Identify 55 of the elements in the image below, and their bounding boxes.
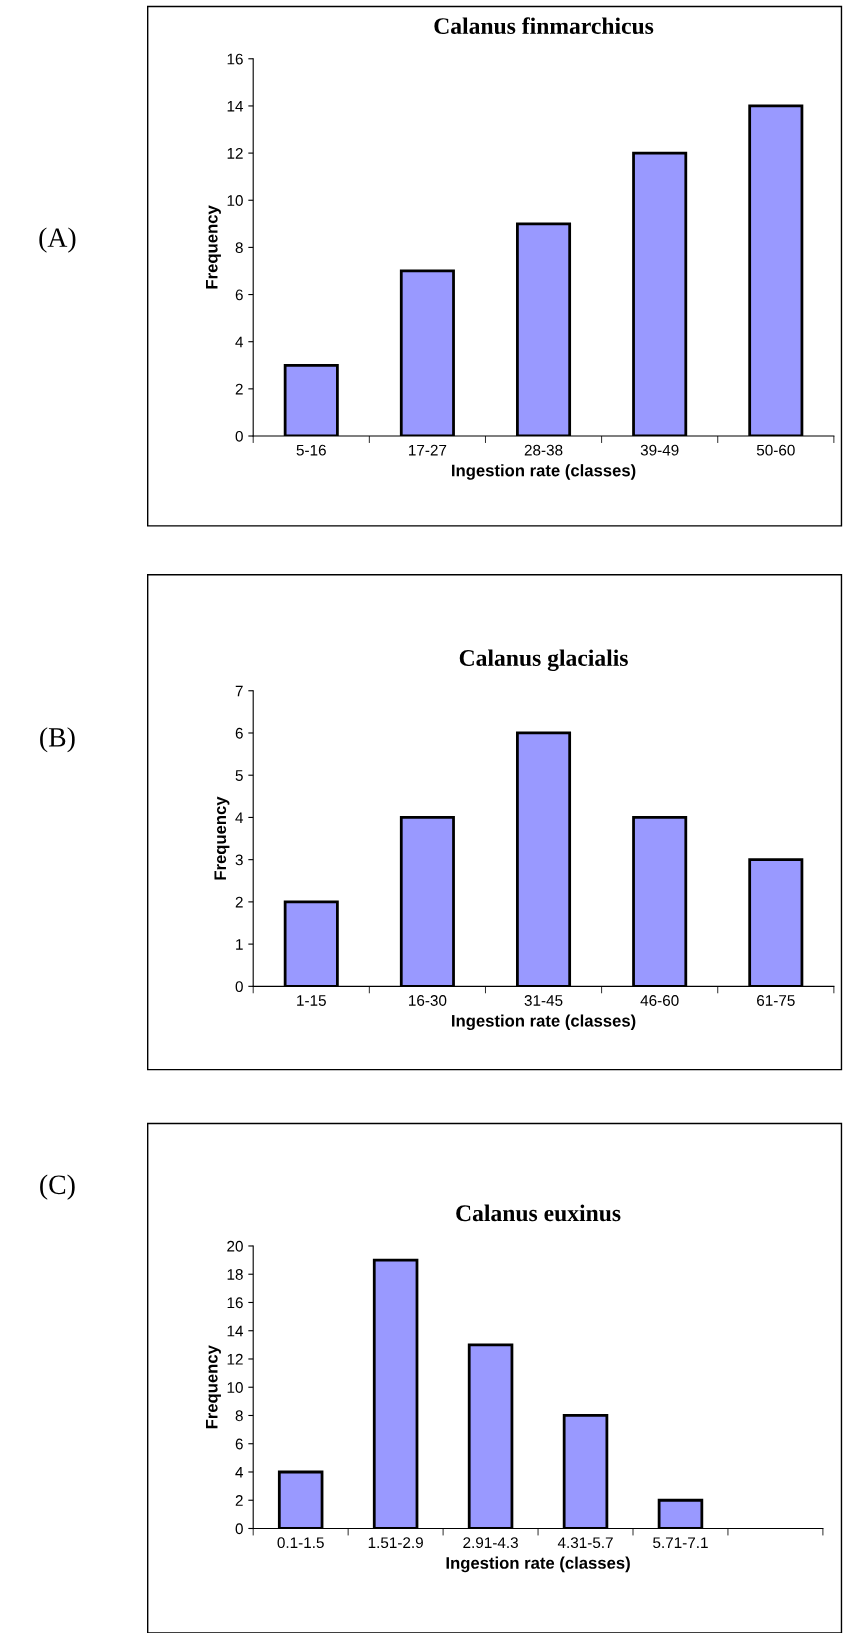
x-axis-title: Ingestion rate (classes) (452, 1014, 636, 1031)
y-tick-label: 16 (227, 1297, 243, 1309)
chart-title: Calanus euxinus (456, 1204, 621, 1222)
y-tick-label: 8 (235, 1410, 243, 1422)
y-tick-label: 0 (235, 430, 243, 442)
x-tick-label: 1.51-2.9 (368, 1537, 423, 1549)
y-tick-label: 6 (235, 1438, 243, 1450)
y-tick-label: 2 (235, 383, 243, 395)
y-tick-label: 20 (227, 1240, 243, 1252)
y-tick-label: 4 (235, 336, 244, 348)
text: (C) (40, 1174, 75, 1200)
y-tick-label: 6 (235, 289, 243, 301)
y-tick-label: 8 (235, 242, 243, 254)
y-tick-label: 1 (236, 939, 243, 950)
text: (A) (39, 227, 76, 253)
y-axis-title: Frequency (214, 796, 230, 880)
x-axis-title: Ingestion rate (classes) (452, 464, 636, 480)
x-tick-label: 50-60 (756, 444, 795, 456)
y-tick-label: 2 (235, 896, 243, 908)
y-tick-label: 10 (227, 1382, 243, 1393)
y-tick-label: 6 (235, 727, 243, 739)
y-axis-title: Frequency (206, 205, 221, 289)
chart-title: Calanus glacialis (459, 649, 628, 671)
y-tick-label: 10 (227, 195, 243, 206)
y-tick-label: 2 (235, 1495, 243, 1506)
x-tick-label: 31-45 (524, 995, 563, 1006)
y-tick-label: 16 (227, 53, 243, 65)
y-tick-label: 7 (235, 685, 243, 697)
x-tick-label: 0.1-1.5 (277, 1537, 324, 1549)
y-axis-title: Frequency (206, 1345, 221, 1429)
y-tick-label: 18 (227, 1269, 243, 1280)
x-tick-label: 1-15 (297, 995, 326, 1006)
y-tick-label: 0 (235, 1523, 243, 1535)
x-tick-label: 5-16 (296, 444, 326, 456)
y-tick-label: 14 (227, 1325, 244, 1337)
y-tick-label: 12 (227, 147, 243, 159)
x-tick-label: 5.71-7.1 (653, 1537, 708, 1549)
x-axis-title: Ingestion rate (classes) (446, 1556, 630, 1573)
y-tick-label: 3 (235, 854, 243, 866)
text: (B) (40, 727, 75, 753)
x-tick-label: 39-49 (640, 444, 679, 456)
y-tick-label: 0 (235, 981, 243, 993)
x-tick-label: 17-27 (409, 444, 447, 456)
y-tick-label: 14 (227, 100, 244, 112)
x-tick-label: 4.31-5.7 (557, 1537, 613, 1549)
x-tick-label: 28-38 (524, 444, 563, 456)
y-tick-label: 12 (227, 1353, 243, 1365)
x-tick-label: 2.91-4.3 (463, 1537, 518, 1549)
x-tick-label: 61-75 (757, 995, 795, 1006)
chart-title: Calanus finmarchicus (434, 17, 654, 35)
y-tick-label: 4 (235, 812, 244, 823)
y-tick-label: 5 (235, 770, 243, 781)
x-tick-label: 16-30 (409, 995, 447, 1006)
x-tick-label: 46-60 (640, 995, 679, 1006)
y-tick-label: 4 (235, 1467, 244, 1478)
